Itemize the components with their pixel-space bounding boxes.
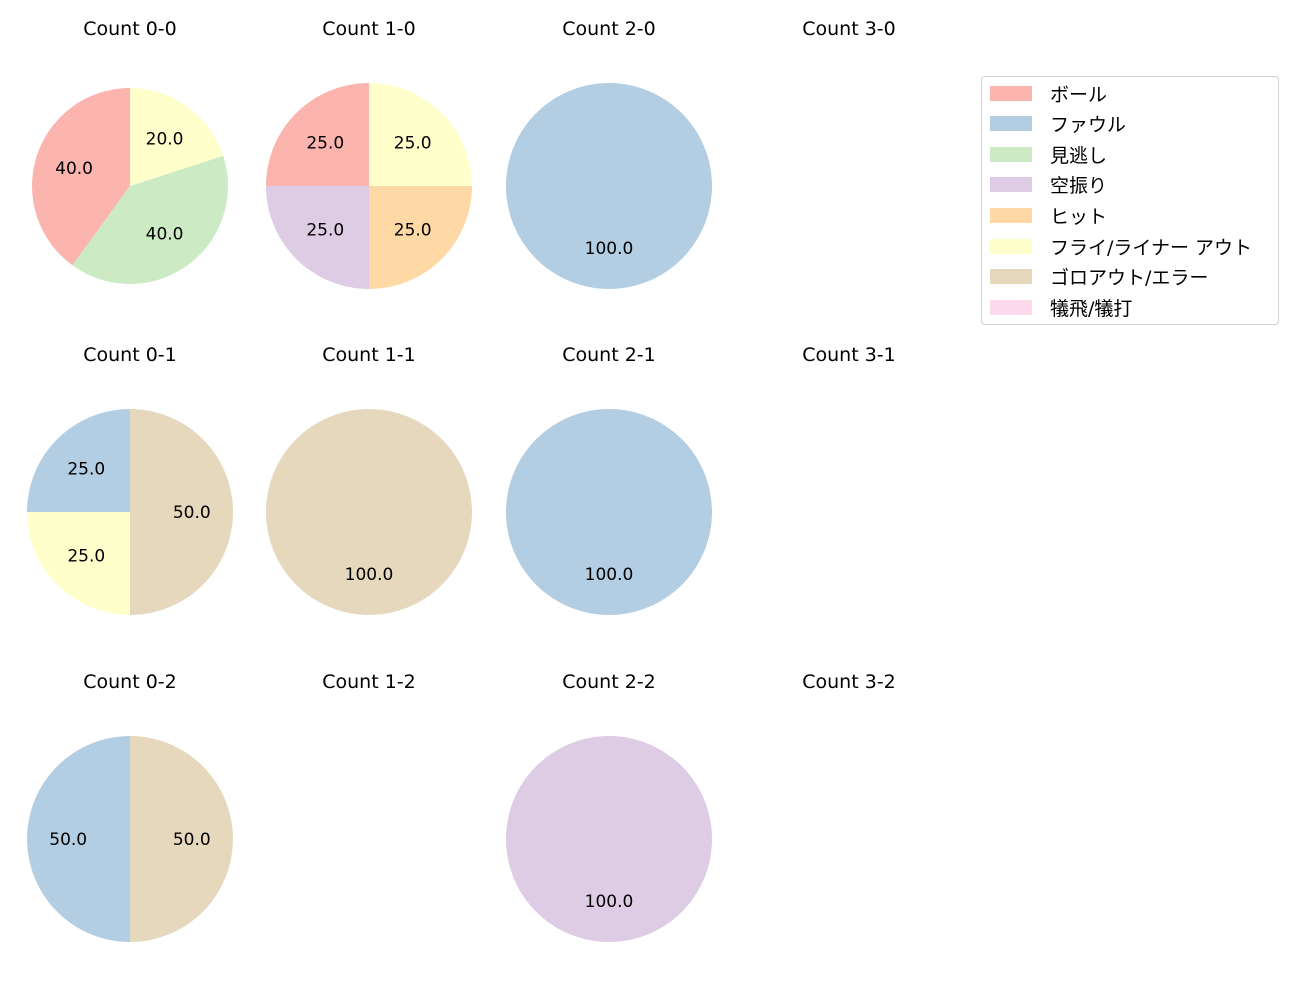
pie-slice [506, 409, 712, 615]
pie-count-1-1: Count 1-1 100.0 [266, 344, 472, 615]
slice-label: 50.0 [173, 503, 211, 523]
legend-item: ボール [990, 81, 1108, 106]
chart-legend: ボールファウル見逃し空振りヒットフライ/ライナー アウト ゴロアウト/エラー 犠飛/… [981, 76, 1279, 325]
pie-title: Count 0-1 [83, 344, 177, 366]
legend-label: 見逃し [1050, 144, 1108, 167]
pie-slice [369, 83, 472, 186]
pie-count-0-0: Count 0-0 40.0 40.0 20.0 [32, 18, 228, 285]
pie-title: Count 2-1 [562, 344, 656, 366]
slice-label: 25.0 [394, 133, 432, 153]
legend-swatch [990, 299, 1032, 315]
legend-swatch [990, 116, 1032, 132]
legend-label: ファウル [1050, 114, 1127, 137]
pie-title: Count 1-1 [322, 344, 416, 366]
legend-swatch [990, 146, 1032, 162]
legend-swatch [990, 207, 1032, 223]
pie-title: Count 0-2 [83, 671, 177, 693]
slice-label: 100.0 [585, 892, 634, 912]
pie-count-0-1: Count 0-1 25.0 25.0 50.0 [27, 344, 233, 615]
legend-item: ヒット [990, 203, 1108, 228]
slice-label: 25.0 [67, 547, 105, 567]
legend-label: 犠飛/犠打 [1050, 297, 1133, 320]
pie-slice [130, 88, 224, 186]
pie-title: Count 1-0 [322, 18, 416, 40]
legend-item: ゴロアウト/エラー [990, 265, 1208, 289]
legend-item: 見逃し [990, 142, 1108, 167]
slice-label: 100.0 [585, 239, 634, 259]
pie-slice [266, 409, 472, 615]
slice-label: 40.0 [55, 159, 93, 179]
pie-slice [369, 186, 472, 289]
pie-count-3-0: Count 3-0 [802, 18, 896, 40]
legend-label: フライ/ライナー アウト [1050, 236, 1253, 259]
pie-title: Count 3-1 [802, 344, 896, 366]
pie-slice [506, 736, 712, 942]
legend-swatch [990, 177, 1032, 193]
pie-count-3-1: Count 3-1 [802, 344, 896, 366]
legend-item: 犠飛/犠打 [990, 295, 1133, 320]
legend-item: 空振り [990, 173, 1107, 197]
pie-count-1-2: Count 1-2 [322, 671, 416, 693]
pie-count-0-2: Count 0-2 50.0 50.0 [27, 671, 233, 942]
pie-slice [130, 736, 233, 942]
pie-title: Count 3-0 [802, 18, 896, 40]
slice-label: 40.0 [146, 225, 184, 245]
legend-label: ゴロアウト/エラー [1050, 267, 1209, 290]
pie-slice [32, 88, 131, 266]
slice-label: 50.0 [173, 830, 211, 850]
pie-title: Count 3-2 [802, 671, 896, 693]
slice-label: 20.0 [146, 129, 184, 149]
slice-label: 25.0 [394, 221, 432, 241]
pie-count-2-0: Count 2-0 100.0 [506, 18, 712, 289]
legend-label: ヒット [1050, 205, 1108, 228]
pie-slice [506, 83, 712, 289]
slice-label: 50.0 [49, 830, 87, 850]
pie-slice [72, 155, 228, 285]
pie-count-2-2: Count 2-2 100.0 [506, 671, 712, 942]
pie-title: Count 2-2 [562, 671, 656, 693]
pie-slice [27, 512, 130, 615]
pie-slice [27, 409, 130, 512]
pie-title: Count 2-0 [562, 18, 656, 40]
pie-slice [266, 186, 369, 289]
pie-count-1-0: Count 1-0 25.0 25.0 25.0 25.0 [266, 18, 472, 289]
slice-label: 25.0 [67, 459, 105, 479]
slice-label: 25.0 [306, 221, 344, 241]
legend-label: 空振り [1050, 175, 1108, 198]
pie-slice [27, 736, 130, 942]
legend-item: ファウル [990, 112, 1126, 136]
slice-label: 100.0 [345, 565, 394, 585]
slice-label: 25.0 [306, 133, 344, 153]
pie-title: Count 1-2 [322, 671, 416, 693]
legend-item: フライ/ライナー アウト [990, 234, 1253, 259]
pie-slice [266, 83, 369, 186]
legend-swatch [990, 85, 1032, 101]
legend-swatch [990, 238, 1032, 254]
legend-label: ボール [1050, 83, 1108, 106]
slice-label: 100.0 [585, 565, 634, 585]
pie-title: Count 0-0 [83, 18, 177, 40]
pie-count-3-2: Count 3-2 [802, 671, 896, 693]
pie-count-2-1: Count 2-1 100.0 [506, 344, 712, 615]
legend-swatch [990, 269, 1032, 285]
pie-slice [130, 409, 233, 615]
